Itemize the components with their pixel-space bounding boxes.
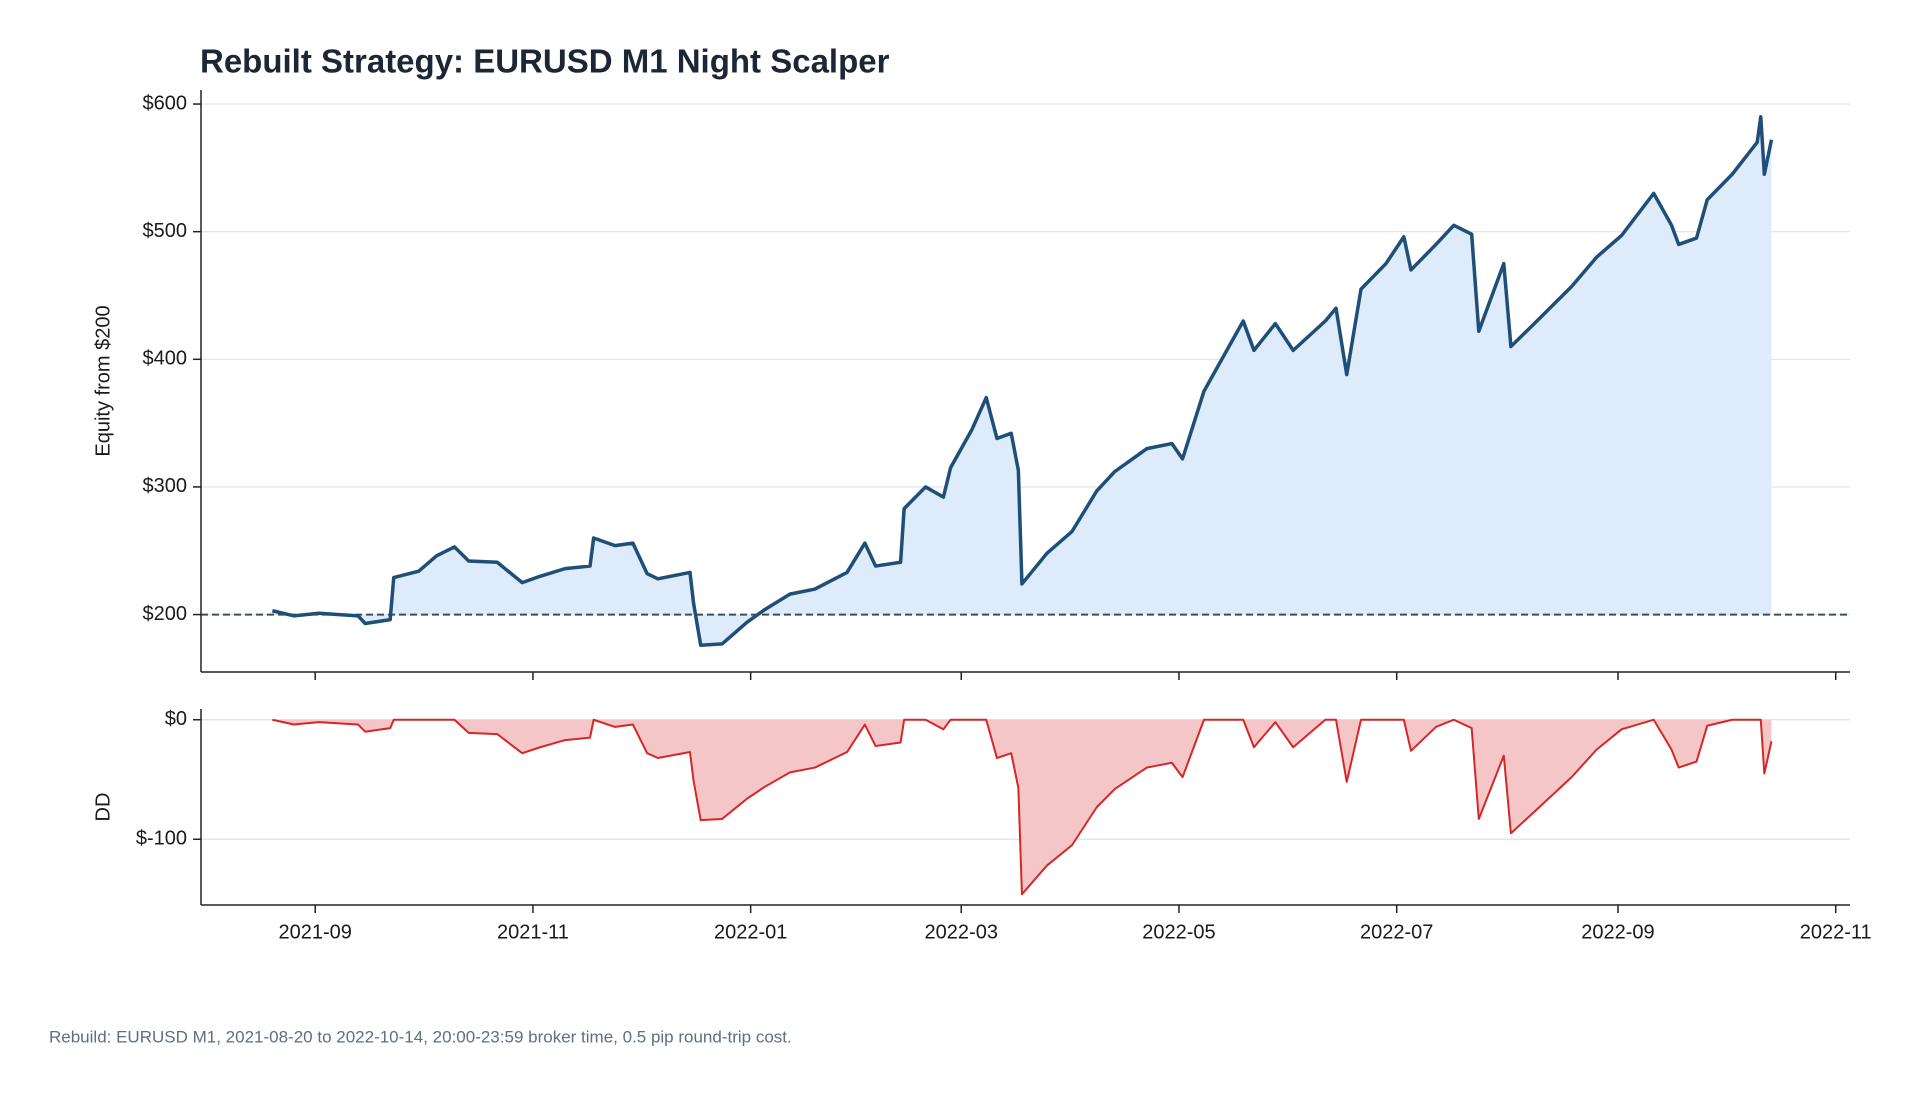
- y-tick-label: $400: [143, 348, 188, 370]
- x-tick-label: 2022-01: [714, 921, 787, 943]
- x-tick-label: 2021-09: [279, 921, 352, 943]
- y-tick-label: $200: [143, 603, 188, 625]
- x-tick-label: 2022-03: [925, 921, 998, 943]
- chart-title: Rebuilt Strategy: EURUSD M1 Night Scalpe…: [200, 43, 890, 80]
- y-axis-label: DD: [92, 793, 114, 822]
- y-axis-label: Equity from $200: [92, 305, 114, 456]
- y-tick-label: $500: [143, 220, 188, 242]
- y-tick-label: $0: [165, 708, 187, 730]
- y-tick-label: $300: [143, 475, 188, 497]
- x-tick-label: 2022-11: [1800, 921, 1872, 943]
- x-tick-label: 2022-07: [1360, 921, 1433, 943]
- line: [272, 718, 1773, 896]
- y-tick-label: $-100: [136, 828, 187, 850]
- line: [271, 115, 1774, 647]
- x-tick-label: 2022-05: [1142, 921, 1215, 943]
- footnote: Rebuild: EURUSD M1, 2021-08-20 to 2022-1…: [49, 1027, 792, 1046]
- area: [272, 719, 1772, 895]
- x-tick-label: 2022-09: [1581, 921, 1654, 943]
- y-tick-label: $600: [143, 92, 188, 114]
- x-tick-label: 2021-11: [497, 921, 569, 943]
